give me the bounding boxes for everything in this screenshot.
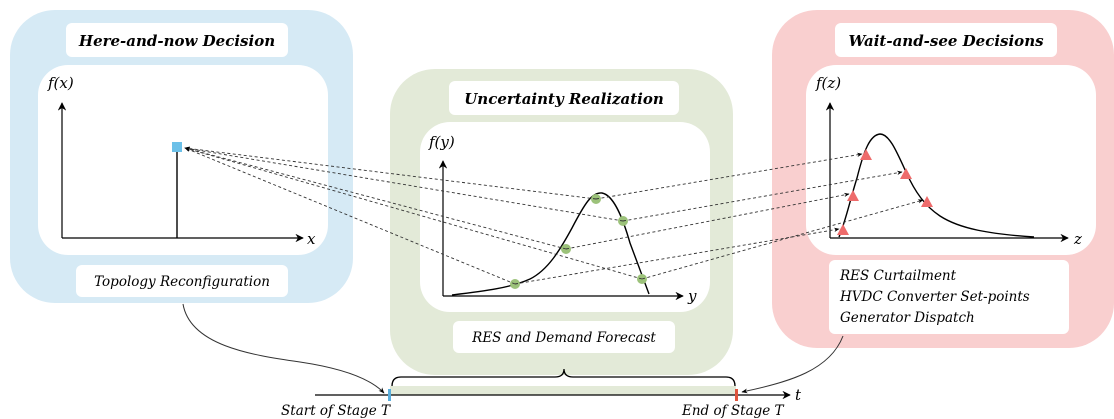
- here-and-now-caption-box: [76, 265, 288, 297]
- wait-and-see-caption-line: RES Curtailment: [839, 268, 957, 284]
- uncertainty-caption-box: [453, 321, 675, 353]
- square-marker: [172, 142, 182, 152]
- wait-and-see-title-box: [835, 23, 1057, 57]
- wait-and-see-plot-area: [806, 65, 1096, 255]
- stage-end-label: End of Stage T: [681, 403, 785, 419]
- here-and-now-links: [184, 146, 643, 285]
- link-to-square: [184, 147, 516, 285]
- uncertainty-title-box: [449, 81, 679, 115]
- wait-and-see-y-label: f(z): [815, 74, 841, 92]
- stage-end-tick: [735, 389, 738, 401]
- wait-and-see-to-end-connector: [741, 335, 844, 394]
- link-to-square: [184, 146, 624, 222]
- here-and-now-to-start-connector: [182, 303, 385, 394]
- here-and-now-plot-area: [38, 65, 328, 255]
- here-and-now-panel: Here-and-now Decision f(x) x Topology Re…: [10, 10, 353, 303]
- triangle-marker: [921, 196, 933, 207]
- triangle-marker: [900, 168, 912, 179]
- wait-and-see-title: Wait-and-see Decisions: [848, 32, 1044, 50]
- triangle-marker: [847, 190, 859, 201]
- wait-and-see-links: [514, 152, 924, 285]
- link-to-triangle: [565, 192, 850, 250]
- stage-start-tick: [388, 389, 391, 401]
- stage-brace: [391, 368, 736, 387]
- wait-and-see-caption-box: [829, 260, 1069, 334]
- wait-and-see-panel: Wait-and-see Decisions f(z) z RES Curtai…: [772, 10, 1114, 348]
- triangle-marker: [837, 224, 849, 235]
- uncertainty-x-label: y: [687, 287, 697, 305]
- uncertainty-y-label: f(y): [428, 133, 455, 151]
- uncertainty-caption: RES and Demand Forecast: [471, 330, 656, 346]
- uncertainty-panel: Uncertainty Realization f(y) y RES and D…: [390, 69, 733, 375]
- here-and-now-x-label: x: [307, 230, 316, 248]
- here-and-now-caption: Topology Reconfiguration: [94, 274, 270, 290]
- here-and-now-y-label: f(x): [47, 74, 74, 92]
- stage-start-label: Start of Stage T: [281, 403, 391, 419]
- here-and-now-title-box: [66, 23, 288, 57]
- wait-and-see-caption-line: Generator Dispatch: [840, 310, 975, 326]
- link-to-triangle: [595, 152, 863, 200]
- wait-and-see-x-label: z: [1073, 230, 1082, 248]
- triangle-marker: [860, 149, 872, 160]
- uncertainty-title: Uncertainty Realization: [464, 90, 664, 108]
- timeline: t Start of Stage T End of Stage T: [182, 303, 844, 419]
- here-and-now-title: Here-and-now Decision: [78, 32, 275, 50]
- stage-bar: [390, 386, 736, 395]
- wait-and-see-curve: [838, 133, 1035, 238]
- link-to-square: [184, 147, 643, 280]
- uncertainty-plot-area: [420, 122, 710, 312]
- time-axis-label: t: [795, 386, 802, 404]
- wait-and-see-caption-line: HVDC Converter Set-points: [839, 289, 1030, 305]
- link-to-triangle: [641, 199, 924, 280]
